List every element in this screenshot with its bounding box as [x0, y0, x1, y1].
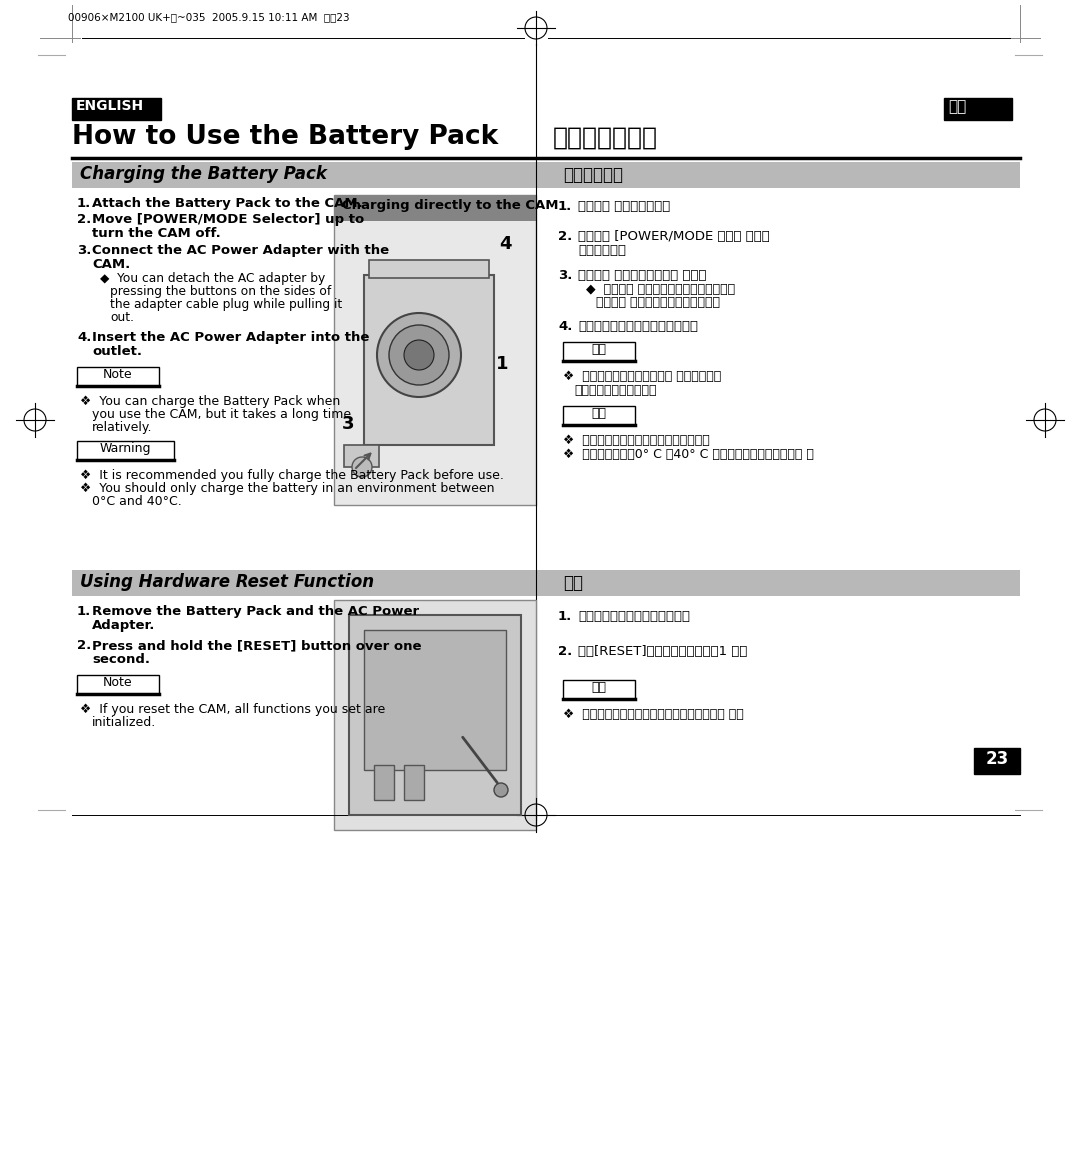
- Text: 3.: 3.: [558, 269, 572, 281]
- Circle shape: [389, 324, 449, 385]
- Text: 警告: 警告: [592, 407, 607, 420]
- Text: 2.: 2.: [558, 230, 572, 243]
- Text: 4.: 4.: [558, 320, 572, 333]
- Bar: [334, 600, 536, 830]
- Text: relatively.: relatively.: [92, 421, 152, 434]
- Text: Move [POWER/MODE Selector] up to: Move [POWER/MODE Selector] up to: [92, 213, 364, 226]
- Bar: [374, 765, 394, 800]
- Text: Remove the Battery Pack and the AC Power: Remove the Battery Pack and the AC Power: [92, 605, 419, 618]
- Text: Warning: Warning: [99, 442, 151, 455]
- Text: 摄像机电源。: 摄像机电源。: [578, 244, 626, 257]
- Bar: [77, 441, 174, 461]
- Text: 3.: 3.: [77, 244, 92, 257]
- Bar: [536, 570, 1020, 595]
- Bar: [536, 162, 1020, 188]
- Bar: [364, 630, 507, 770]
- Bar: [974, 748, 1020, 775]
- Bar: [72, 162, 536, 188]
- Text: 00906×M2100 UK+秒~035  2005.9.15 10:11 AM  页面23: 00906×M2100 UK+秒~035 2005.9.15 10:11 AM …: [68, 12, 350, 22]
- Text: ❖  您可以在使用摄像机时为电 池组充电，但: ❖ 您可以在使用摄像机时为电 池组充电，但: [563, 370, 721, 383]
- Text: 2.: 2.: [77, 638, 91, 652]
- Bar: [404, 765, 424, 800]
- Text: 23: 23: [985, 750, 1009, 768]
- Text: ❖  建议您在使用前将电池组完全充满电。: ❖ 建议您在使用前将电池组完全充满电。: [563, 434, 710, 447]
- Bar: [364, 274, 494, 445]
- Text: Attach the Battery Pack to the CAM.: Attach the Battery Pack to the CAM.: [92, 197, 363, 211]
- Text: Using Hardware Reset Function: Using Hardware Reset Function: [80, 573, 374, 591]
- Text: 1.: 1.: [558, 200, 572, 213]
- Circle shape: [404, 340, 434, 370]
- Text: 4.: 4.: [77, 331, 92, 344]
- Bar: [72, 570, 536, 595]
- Text: Connect the AC Power Adapter with the: Connect the AC Power Adapter with the: [92, 244, 389, 257]
- Text: 为电池组充电: 为电池组充电: [563, 166, 623, 184]
- Text: initialized.: initialized.: [92, 716, 157, 729]
- Bar: [77, 368, 159, 386]
- Text: 4: 4: [499, 235, 512, 254]
- Text: 注意: 注意: [592, 682, 607, 694]
- Text: out.: out.: [110, 311, 134, 324]
- Text: Note: Note: [104, 676, 133, 688]
- Bar: [563, 406, 635, 424]
- Text: 3: 3: [342, 415, 354, 433]
- Text: 0°C and 40°C.: 0°C and 40°C.: [92, 495, 181, 508]
- Text: ❖  您应该只在事于0° C 和40° C 之间的环境温度为电池充电 。: ❖ 您应该只在事于0° C 和40° C 之间的环境温度为电池充电 。: [563, 448, 814, 461]
- Text: ◆  You can detach the AC adapter by: ◆ You can detach the AC adapter by: [100, 272, 325, 285]
- Text: ◆  拉出适配 器电缆插头时，您可以按下它: ◆ 拉出适配 器电缆插头时，您可以按下它: [586, 283, 735, 297]
- Circle shape: [494, 783, 508, 797]
- Text: 1: 1: [496, 355, 509, 373]
- Bar: [563, 680, 635, 699]
- Bar: [334, 195, 536, 505]
- Text: Press and hold the [RESET] button over one: Press and hold the [RESET] button over o…: [92, 638, 421, 652]
- Bar: [369, 261, 489, 278]
- Text: Insert the AC Power Adapter into the: Insert the AC Power Adapter into the: [92, 331, 369, 344]
- Text: pressing the buttons on the sides of: pressing the buttons on the sides of: [110, 285, 332, 298]
- Bar: [72, 98, 161, 120]
- Text: ❖  You should only charge the battery in an environment between: ❖ You should only charge the battery in …: [80, 481, 495, 495]
- Bar: [334, 195, 536, 221]
- Text: second.: second.: [92, 652, 150, 666]
- Circle shape: [352, 457, 372, 477]
- Text: 将交流电 源适配器连接到摄 像机。: 将交流电 源适配器连接到摄 像机。: [578, 269, 706, 281]
- Text: CAM.: CAM.: [92, 258, 131, 271]
- Text: 如何使用电池组: 如何使用电池组: [553, 126, 658, 150]
- Text: 旁边的按 钒来释放交流电源适配器。: 旁边的按 钒来释放交流电源适配器。: [596, 297, 720, 309]
- Bar: [77, 675, 159, 694]
- Bar: [349, 615, 521, 815]
- Text: ❖  It is recommended you fully charge the Battery Pack before use.: ❖ It is recommended you fully charge the…: [80, 469, 504, 481]
- Text: ❖  若重置摄像机，您设置的所有功能将会初始 化。: ❖ 若重置摄像机，您设置的所有功能将会初始 化。: [563, 708, 744, 721]
- Text: outlet.: outlet.: [92, 345, 141, 358]
- Circle shape: [377, 313, 461, 397]
- Text: the adapter cable plug while pulling it: the adapter cable plug while pulling it: [110, 298, 342, 311]
- Text: 注意: 注意: [592, 343, 607, 356]
- Text: 需要比较长的充电时间。: 需要比较长的充电时间。: [573, 384, 657, 397]
- Text: 中文: 中文: [948, 99, 967, 114]
- Text: 向上移动 [POWER/MODE 选择器 以关闭: 向上移动 [POWER/MODE 选择器 以关闭: [578, 230, 770, 243]
- Text: ❖  You can charge the Battery Pack when: ❖ You can charge the Battery Pack when: [80, 395, 340, 408]
- Text: 1.: 1.: [558, 611, 572, 623]
- Bar: [345, 445, 379, 468]
- Text: 2.: 2.: [77, 213, 91, 226]
- Text: 2.: 2.: [558, 645, 572, 658]
- Text: 按住[RESET]（初始化）按钒超过1 秒。: 按住[RESET]（初始化）按钒超过1 秒。: [578, 645, 747, 658]
- Bar: [563, 342, 635, 361]
- Text: ENGLISH: ENGLISH: [76, 99, 144, 113]
- Text: ❖  If you reset the CAM, all functions you set are: ❖ If you reset the CAM, all functions yo…: [80, 702, 386, 716]
- Text: 将交流电源适配器插入电源插座。: 将交流电源适配器插入电源插座。: [578, 320, 698, 333]
- Text: Note: Note: [104, 368, 133, 381]
- Text: 1.: 1.: [77, 605, 91, 618]
- Text: 复位: 复位: [563, 575, 583, 592]
- Text: you use the CAM, but it takes a long time: you use the CAM, but it takes a long tim…: [92, 408, 351, 421]
- Text: 1.: 1.: [77, 197, 91, 211]
- Text: How to Use the Battery Pack: How to Use the Battery Pack: [72, 124, 498, 150]
- Text: 将电池组 安装到摄像机。: 将电池组 安装到摄像机。: [578, 200, 671, 213]
- Text: Adapter.: Adapter.: [92, 619, 156, 632]
- Text: turn the CAM off.: turn the CAM off.: [92, 227, 220, 240]
- Text: Charging directly to the CAM: Charging directly to the CAM: [342, 199, 558, 212]
- Bar: [944, 98, 1012, 120]
- Text: 取出电池组和交流电源适配器。: 取出电池组和交流电源适配器。: [578, 611, 690, 623]
- Text: Charging the Battery Pack: Charging the Battery Pack: [80, 165, 327, 183]
